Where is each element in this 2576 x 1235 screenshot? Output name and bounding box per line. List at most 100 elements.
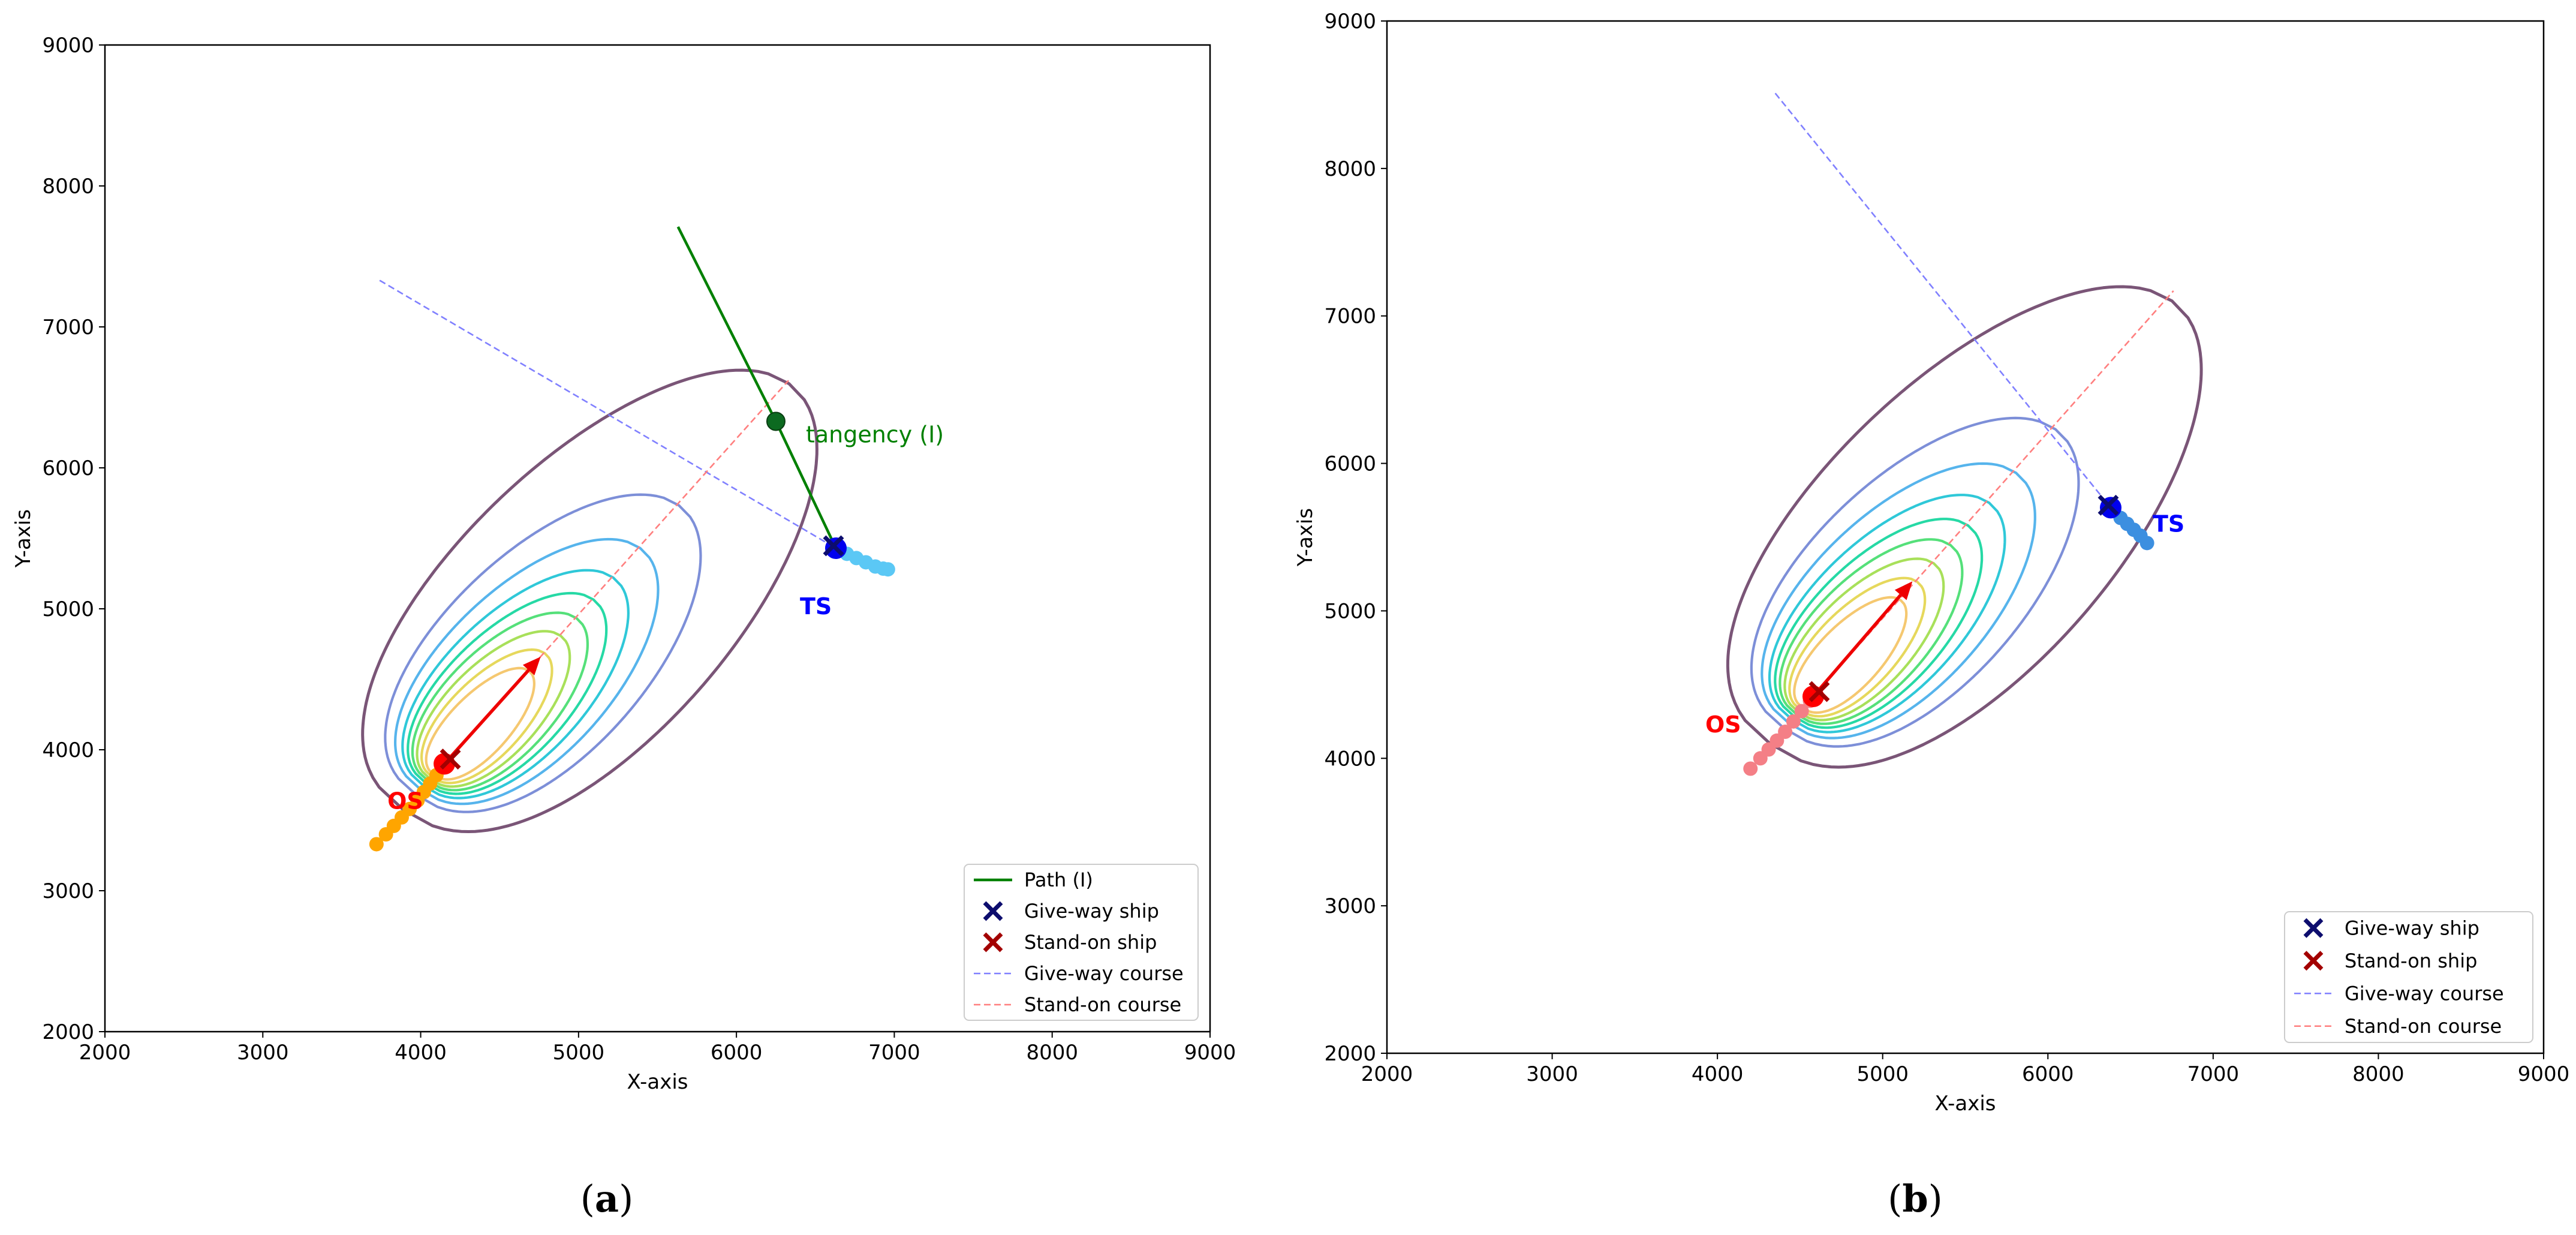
y-tick-label: 3000 xyxy=(42,879,94,903)
domain-contour-level-4 xyxy=(401,569,630,800)
y-tick-label: 5000 xyxy=(42,597,94,621)
y-tick-label: 9000 xyxy=(42,34,94,58)
y-tick-label: 9000 xyxy=(1324,10,1376,34)
ts-label: TS xyxy=(2153,510,2184,537)
x-tick-label: 6000 xyxy=(2022,1062,2074,1086)
os-trail-point xyxy=(1786,714,1801,729)
ts-trail-point xyxy=(880,562,895,577)
os-trail-point xyxy=(1778,725,1793,740)
y-tick-label: 5000 xyxy=(1324,599,1376,623)
ts-label: TS xyxy=(800,593,832,620)
y-tick-label: 2000 xyxy=(1324,1042,1376,1066)
os-heading-arrow-head xyxy=(522,656,541,675)
legend-item: Stand-on course xyxy=(974,993,1181,1016)
legend-item: Give-way course xyxy=(2294,982,2504,1005)
legend-x-swatch-stroke-2 xyxy=(983,932,1003,952)
legend-label: Stand-on course xyxy=(2345,1015,2502,1038)
x-tick-label: 5000 xyxy=(553,1041,605,1065)
x-tick-label: 7000 xyxy=(2187,1062,2240,1086)
plot-area xyxy=(1726,92,2203,776)
domain-contour-level-8 xyxy=(420,648,553,785)
legend-box xyxy=(2284,911,2533,1043)
give-way-course-line xyxy=(379,280,836,549)
legend: Path (I) Give-way ship Stand-on ship Give-w… xyxy=(964,864,1199,1021)
stand-on-course-line xyxy=(1813,290,2174,697)
y-tick-label: 3000 xyxy=(1324,894,1376,918)
legend: Give-way ship Stand-on ship Give-way cours… xyxy=(2284,911,2533,1043)
legend-x-swatch-stroke-2 xyxy=(2303,918,2324,938)
y-tick-label: 4000 xyxy=(1324,747,1376,771)
os-trail-point xyxy=(369,837,384,852)
ts-trail-point xyxy=(2139,536,2154,551)
plot-area xyxy=(361,226,895,852)
legend-label: Give-way ship xyxy=(2345,917,2479,939)
domain-contour-level-1 xyxy=(1726,285,2203,769)
y-axis-label: Y-axis xyxy=(1293,508,1317,567)
legend-item: Stand-on course xyxy=(2294,1015,2502,1038)
legend-label: Stand-on ship xyxy=(1024,931,1157,954)
y-tick-label: 7000 xyxy=(1324,305,1376,329)
legend-x-swatch xyxy=(2303,918,2324,938)
domain-contour-level-7 xyxy=(1783,557,1945,722)
y-tick-label: 6000 xyxy=(42,456,94,480)
domain-contour-level-5 xyxy=(1774,518,1984,729)
domain-contour-level-2 xyxy=(1750,416,2080,748)
y-tick-label: 7000 xyxy=(42,315,94,339)
ts-give-way-x-marker-stroke-2 xyxy=(823,535,844,557)
domain-contour-level-4 xyxy=(1768,494,2006,734)
legend-label: Give-way course xyxy=(1024,962,1184,985)
x-tick-label: 2000 xyxy=(79,1041,131,1065)
domain-contour-level-8 xyxy=(1788,576,1927,718)
domain-contour-level-9 xyxy=(1793,596,1908,714)
x-tick-label: 8000 xyxy=(1026,1041,1078,1065)
os-heading-arrow-shaft xyxy=(443,669,530,765)
panel-b-caption: (b) xyxy=(1888,1177,1943,1221)
domain-contour-level-7 xyxy=(416,630,571,788)
plot-background xyxy=(1387,21,2544,1053)
x-tick-label: 9000 xyxy=(2518,1062,2570,1086)
y-tick-label: 8000 xyxy=(42,175,94,199)
legend-x-swatch-stroke-2 xyxy=(2303,951,2324,971)
x-tick-label: 2000 xyxy=(1361,1062,1413,1086)
legend-item: Stand-on ship xyxy=(983,931,1157,954)
tangency-label: tangency (I) xyxy=(806,421,944,447)
domain-contour-level-6 xyxy=(1778,538,1964,725)
ts-give-way-x-marker-stroke-2 xyxy=(2097,494,2119,516)
y-tick-label: 4000 xyxy=(42,738,94,762)
x-tick-label: 6000 xyxy=(711,1041,763,1065)
legend-x-swatch xyxy=(983,901,1003,921)
domain-contour-level-3 xyxy=(394,537,660,806)
legend-item: Stand-on ship xyxy=(2303,949,2477,972)
panel-b-caption-letter: b xyxy=(1902,1177,1928,1221)
legend-label: Stand-on course xyxy=(1024,993,1181,1016)
tangency-point-marker xyxy=(766,411,786,431)
panel-a-caption-letter: a xyxy=(595,1177,619,1221)
domain-contour-level-2 xyxy=(384,493,702,813)
x-tick-label: 3000 xyxy=(237,1041,289,1065)
domain-contour-level-5 xyxy=(407,591,608,795)
y-axis-label: Y-axis xyxy=(11,509,35,568)
x-tick-label: 4000 xyxy=(1692,1062,1744,1086)
os-heading-arrow-shaft xyxy=(1811,594,1902,698)
os-trail-point xyxy=(1743,761,1758,776)
legend-label: Path (I) xyxy=(1024,869,1093,891)
legend-box xyxy=(964,864,1199,1021)
os-stand-on-x-marker xyxy=(440,749,461,770)
x-tick-label: 7000 xyxy=(868,1041,920,1065)
domain-contour-level-1 xyxy=(361,368,818,833)
x-axis-label: X-axis xyxy=(627,1070,688,1094)
y-tick-label: 6000 xyxy=(1324,452,1376,476)
x-axis-label: X-axis xyxy=(1935,1092,1996,1116)
ts-give-way-x-marker xyxy=(823,535,844,557)
domain-contour-level-6 xyxy=(411,611,589,792)
x-tick-label: 9000 xyxy=(1184,1041,1236,1065)
legend-label: Stand-on ship xyxy=(2345,949,2477,972)
legend-x-swatch-stroke-2 xyxy=(983,901,1003,921)
os-label: OS xyxy=(387,788,423,815)
give-way-course-line xyxy=(1774,92,2112,509)
legend-x-swatch xyxy=(2303,951,2324,971)
x-tick-label: 5000 xyxy=(1856,1062,1909,1086)
y-tick-label: 8000 xyxy=(1324,157,1376,181)
panel-a-caption: (a) xyxy=(580,1177,634,1221)
domain-contour-level-3 xyxy=(1761,462,2036,740)
